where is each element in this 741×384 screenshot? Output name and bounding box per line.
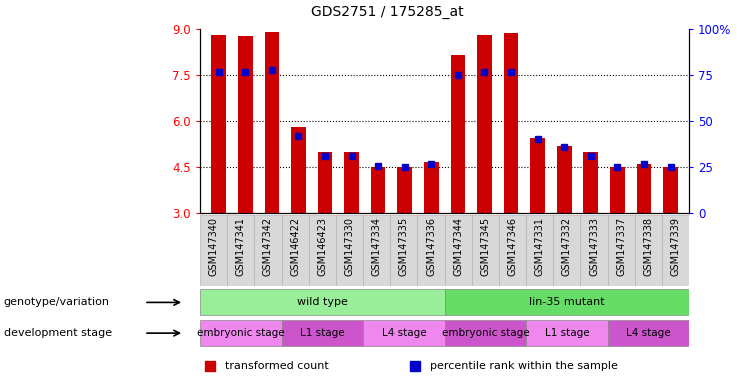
Text: GSM147339: GSM147339	[671, 217, 680, 276]
Bar	[445, 215, 472, 286]
Text: GSM147335: GSM147335	[399, 217, 409, 276]
Text: GSM147330: GSM147330	[345, 217, 354, 276]
Bar	[424, 162, 439, 213]
Bar	[580, 215, 608, 286]
Text: percentile rank within the sample: percentile rank within the sample	[430, 361, 618, 371]
Bar	[445, 290, 689, 315]
Bar	[554, 215, 580, 286]
Bar	[663, 167, 678, 213]
Bar	[662, 215, 689, 286]
Bar	[531, 138, 545, 213]
Bar	[238, 36, 253, 213]
Bar	[635, 215, 662, 286]
Text: GSM147341: GSM147341	[236, 217, 246, 276]
Bar	[445, 320, 526, 346]
Bar	[608, 320, 689, 346]
Bar	[336, 215, 363, 286]
Text: L4 stage: L4 stage	[382, 328, 426, 338]
Bar	[477, 35, 492, 213]
Bar	[610, 167, 625, 213]
Bar	[499, 215, 526, 286]
Text: lin-35 mutant: lin-35 mutant	[529, 297, 605, 308]
Bar	[557, 146, 571, 213]
Text: genotype/variation: genotype/variation	[4, 297, 110, 308]
Bar	[254, 215, 282, 286]
Text: GSM147333: GSM147333	[589, 217, 599, 276]
Text: transformed count: transformed count	[225, 361, 328, 371]
Text: GSM147337: GSM147337	[617, 217, 626, 276]
Text: GSM147338: GSM147338	[643, 217, 654, 276]
Bar	[391, 215, 417, 286]
Bar	[417, 215, 445, 286]
Bar	[282, 215, 309, 286]
Bar	[200, 290, 445, 315]
Text: L1 stage: L1 stage	[545, 328, 589, 338]
Text: embryonic stage: embryonic stage	[197, 328, 285, 338]
Text: GSM146422: GSM146422	[290, 217, 300, 276]
Bar	[608, 215, 635, 286]
Text: GSM146423: GSM146423	[317, 217, 328, 276]
Bar	[318, 152, 332, 213]
Bar	[370, 167, 385, 213]
Text: GSM147332: GSM147332	[562, 217, 572, 276]
Bar	[291, 127, 306, 213]
Bar	[637, 164, 651, 213]
Text: development stage: development stage	[4, 328, 112, 338]
Bar	[451, 55, 465, 213]
Text: GSM147331: GSM147331	[535, 217, 545, 276]
Text: GSM147336: GSM147336	[426, 217, 436, 276]
Bar	[526, 320, 608, 346]
Bar	[504, 33, 519, 213]
Bar	[211, 35, 226, 213]
Bar	[583, 152, 598, 213]
Bar	[345, 152, 359, 213]
Bar	[200, 320, 282, 346]
Text: GSM147342: GSM147342	[263, 217, 273, 276]
Bar	[397, 167, 412, 213]
Bar	[227, 215, 254, 286]
Text: GSM147340: GSM147340	[209, 217, 219, 276]
Text: L1 stage: L1 stage	[300, 328, 345, 338]
Bar	[309, 215, 336, 286]
Bar	[363, 215, 391, 286]
Text: L4 stage: L4 stage	[626, 328, 671, 338]
Bar	[472, 215, 499, 286]
Text: embryonic stage: embryonic stage	[442, 328, 529, 338]
Text: GSM147344: GSM147344	[453, 217, 463, 276]
Text: GDS2751 / 175285_at: GDS2751 / 175285_at	[311, 5, 464, 19]
Bar	[526, 215, 554, 286]
Text: wild type: wild type	[297, 297, 348, 308]
Bar	[200, 215, 227, 286]
Text: GSM147334: GSM147334	[372, 217, 382, 276]
Bar	[282, 320, 363, 346]
Text: GSM147345: GSM147345	[480, 217, 491, 276]
Bar	[265, 32, 279, 213]
Bar	[363, 320, 445, 346]
Text: GSM147346: GSM147346	[508, 217, 517, 276]
